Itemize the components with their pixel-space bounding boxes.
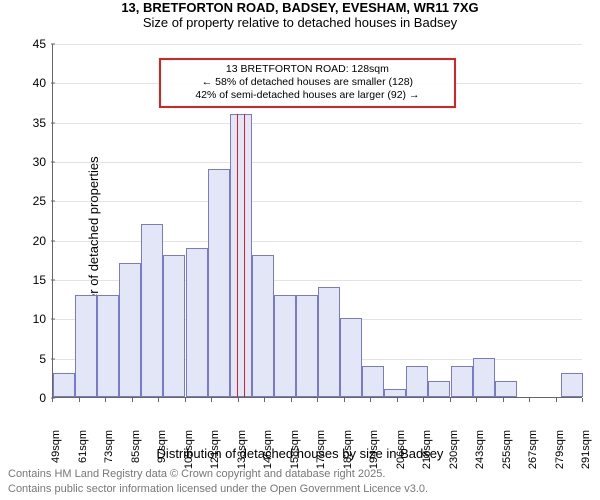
histogram-bar bbox=[141, 224, 163, 397]
y-tick-label: 35 bbox=[0, 116, 46, 130]
histogram-bar bbox=[340, 318, 362, 397]
footer-line2: Contains public sector information licen… bbox=[8, 482, 428, 496]
histogram-bar bbox=[473, 358, 495, 397]
histogram-bar bbox=[163, 255, 185, 397]
histogram-bar bbox=[318, 287, 340, 397]
footer-attribution: Contains HM Land Registry data © Crown c… bbox=[8, 467, 428, 496]
title-line2: Size of property relative to detached ho… bbox=[0, 15, 600, 30]
x-tick-label: 243sqm bbox=[474, 430, 486, 474]
y-tick-label: 40 bbox=[0, 76, 46, 90]
histogram-bar bbox=[362, 366, 384, 397]
histogram-bar bbox=[451, 366, 473, 397]
histogram-bar bbox=[53, 373, 75, 397]
gridline bbox=[53, 162, 582, 163]
histogram-bar bbox=[119, 263, 141, 397]
callout-line1: 13 BRETFORTON ROAD: 128sqm bbox=[167, 63, 448, 76]
histogram-bar bbox=[252, 255, 274, 397]
histogram-bar bbox=[274, 295, 296, 397]
histogram-bar bbox=[495, 381, 517, 397]
gridline bbox=[53, 201, 582, 202]
histogram-bar bbox=[230, 114, 252, 397]
footer-line1: Contains HM Land Registry data © Crown c… bbox=[8, 467, 428, 481]
x-tick-label: 291sqm bbox=[580, 430, 592, 474]
histogram-bar bbox=[75, 295, 97, 397]
y-tick-label: 25 bbox=[0, 194, 46, 208]
title-line1: 13, BRETFORTON ROAD, BADSEY, EVESHAM, WR… bbox=[0, 0, 600, 15]
histogram-bar bbox=[428, 381, 450, 397]
histogram-bar bbox=[97, 295, 119, 397]
histogram-bar bbox=[406, 366, 428, 397]
plot-area: 13 BRETFORTON ROAD: 128sqm← 58% of detac… bbox=[52, 44, 582, 398]
y-tick-label: 30 bbox=[0, 155, 46, 169]
x-tick-label: 267sqm bbox=[527, 430, 539, 474]
callout-line3: 42% of semi-detached houses are larger (… bbox=[167, 89, 448, 102]
callout-line2: ← 58% of detached houses are smaller (12… bbox=[167, 76, 448, 89]
gridline bbox=[53, 123, 582, 124]
histogram-bar bbox=[384, 389, 406, 397]
y-tick-label: 5 bbox=[0, 352, 46, 366]
y-tick-label: 20 bbox=[0, 234, 46, 248]
callout-box: 13 BRETFORTON ROAD: 128sqm← 58% of detac… bbox=[159, 58, 456, 107]
histogram-bar bbox=[561, 373, 583, 397]
gridline bbox=[53, 241, 582, 242]
chart-title: 13, BRETFORTON ROAD, BADSEY, EVESHAM, WR… bbox=[0, 0, 600, 30]
y-tick-label: 0 bbox=[0, 391, 46, 405]
gridline bbox=[53, 44, 582, 45]
y-tick-label: 45 bbox=[0, 37, 46, 51]
histogram-bar bbox=[296, 295, 318, 397]
x-tick-label: 255sqm bbox=[501, 430, 513, 474]
y-tick-label: 10 bbox=[0, 312, 46, 326]
chart-container: Number of detached properties 13 BRETFOR… bbox=[0, 38, 600, 454]
histogram-bar bbox=[208, 169, 230, 397]
highlight-marker bbox=[244, 114, 245, 397]
highlight-marker bbox=[237, 114, 238, 397]
x-tick-label: 230sqm bbox=[448, 430, 460, 474]
x-tick-label: 279sqm bbox=[554, 430, 566, 474]
y-tick-label: 15 bbox=[0, 273, 46, 287]
histogram-bar bbox=[186, 248, 208, 397]
